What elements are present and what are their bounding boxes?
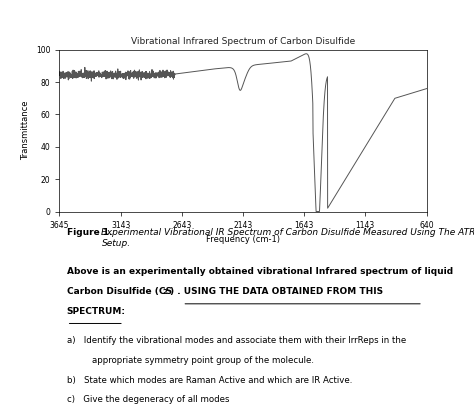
Title: Vibrational Infrared Spectrum of Carbon Disulfide: Vibrational Infrared Spectrum of Carbon … — [131, 37, 355, 46]
Text: Carbon Disulfide (CS: Carbon Disulfide (CS — [66, 287, 172, 296]
Y-axis label: Transmittance: Transmittance — [21, 101, 30, 161]
Text: c)   Give the degeneracy of all modes: c) Give the degeneracy of all modes — [66, 395, 229, 404]
Text: Experimental Vibrational IR Spectrum of Carbon Disulfide Measured Using The ATR
: Experimental Vibrational IR Spectrum of … — [101, 228, 474, 248]
Text: SPECTRUM:: SPECTRUM: — [66, 307, 126, 316]
Text: a)   Identify the vibrational modes and associate them with their IrrReps in the: a) Identify the vibrational modes and as… — [66, 336, 406, 345]
Text: b)   State which modes are Raman Active and which are IR Active.: b) State which modes are Raman Active an… — [66, 376, 352, 385]
Text: Figure 1.: Figure 1. — [66, 228, 112, 237]
Text: appropriate symmetry point group of the molecule.: appropriate symmetry point group of the … — [92, 356, 314, 365]
X-axis label: Frequency (cm-1): Frequency (cm-1) — [206, 235, 280, 244]
Text: 2: 2 — [163, 289, 168, 295]
Text: ) . USING THE DATA OBTAINED FROM THIS: ) . USING THE DATA OBTAINED FROM THIS — [170, 287, 383, 296]
Text: Above is an experimentally obtained vibrational Infrared spectrum of liquid: Above is an experimentally obtained vibr… — [66, 268, 453, 276]
